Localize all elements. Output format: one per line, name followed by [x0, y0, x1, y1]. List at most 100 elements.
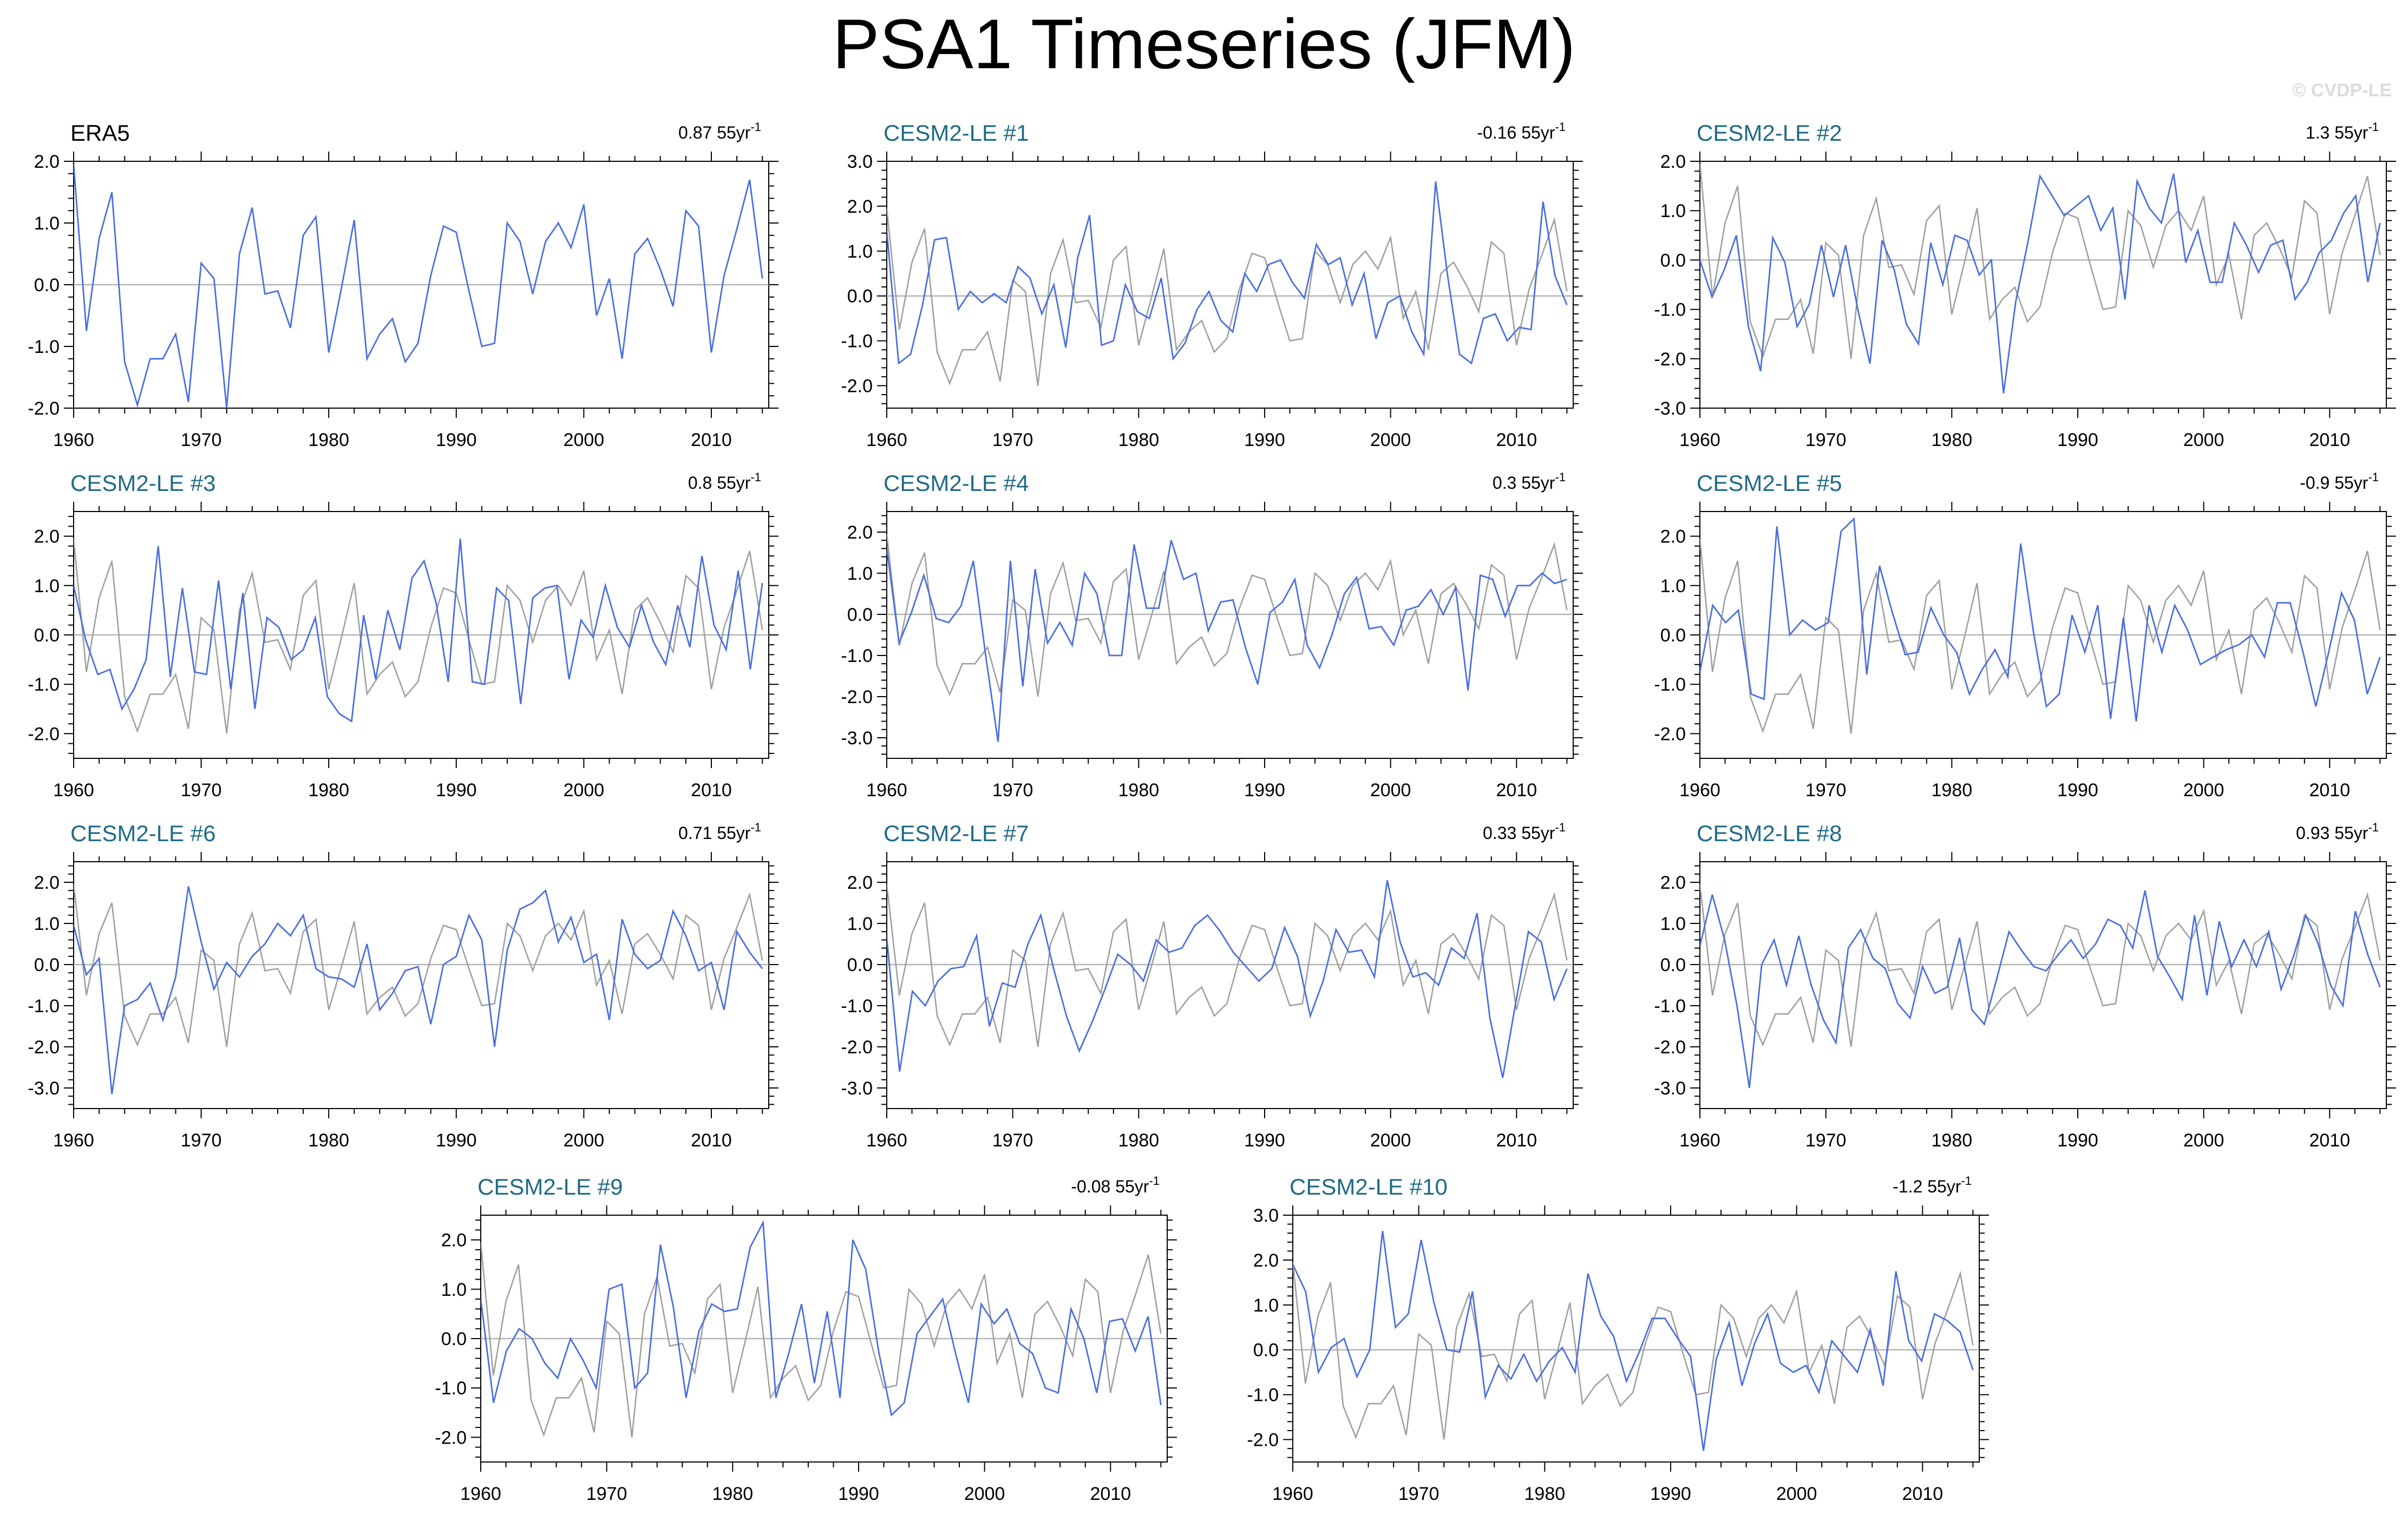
chart-title: CESM2-LE #10	[1290, 1174, 1448, 1199]
x-tick-label: 1970	[1805, 430, 1847, 450]
x-tick-label: 1970	[1805, 780, 1847, 801]
series-line	[74, 539, 763, 723]
x-tick-label: 2010	[691, 780, 732, 801]
chart-title: CESM2-LE #7	[884, 821, 1029, 846]
reference-series-line	[1700, 884, 2381, 1047]
x-tick-label: 2000	[1370, 1130, 1411, 1151]
reference-series-line	[1293, 1262, 1974, 1440]
chart-title: CESM2-LE #5	[1697, 470, 1842, 496]
trend-superscript: -1	[750, 120, 761, 134]
y-tick-label: -3.0	[28, 1078, 60, 1099]
y-tick-label: -1.0	[1654, 674, 1686, 695]
trend-superscript: -1	[2368, 470, 2379, 484]
x-tick-label: 1980	[308, 780, 349, 801]
x-tick-label: 1960	[1679, 430, 1720, 450]
y-tick-label: -1.0	[28, 674, 60, 695]
chart-panel-0: 2.0 1.0 0.0 -1.0 -2.0 1960 1970 1980 1990 2000 201…	[28, 120, 778, 450]
series-line	[887, 880, 1568, 1078]
y-tick-label: -2.0	[28, 724, 60, 744]
chart-title: CESM2-LE #1	[884, 120, 1029, 146]
trend-superscript: -1	[2368, 120, 2379, 134]
x-tick-label: 2000	[2183, 780, 2224, 801]
y-tick-label: 2.0	[1660, 873, 1686, 893]
chart-title: CESM2-LE #9	[477, 1174, 623, 1199]
y-tick-label: -2.0	[841, 376, 873, 397]
y-tick-label: 0.0	[847, 955, 873, 975]
x-tick-label: 2010	[1496, 1130, 1537, 1151]
y-tick-label: 2.0	[847, 873, 873, 893]
trend-superscript: -1	[1555, 120, 1566, 134]
x-tick-label: 1970	[1398, 1484, 1439, 1504]
x-tick-label: 1990	[2057, 1130, 2098, 1151]
chart-panel-8: 2.0 1.0 0.0 -1.0 -2.0 -3.0 1960 1970 1980 1990 200…	[1654, 821, 2396, 1151]
y-tick-label: 0.0	[847, 605, 873, 625]
chart-panel-4: 2.0 1.0 0.0 -1.0 -2.0 -3.0 1960 1970 1980 1990 200…	[841, 470, 1583, 801]
y-tick-label: 1.0	[34, 914, 60, 934]
y-tick-label: 0.0	[1660, 955, 1686, 975]
x-tick-label: 1960	[53, 1130, 94, 1151]
y-tick-label: -1.0	[1247, 1385, 1279, 1406]
series-line	[1700, 517, 2381, 722]
x-tick-label: 1990	[436, 780, 477, 801]
trend-label: -0.9 55yr-1	[2300, 470, 2379, 493]
x-tick-label: 1970	[181, 1130, 222, 1151]
y-tick-label: -1.0	[1654, 300, 1686, 320]
chart-title: ERA5	[70, 120, 130, 146]
x-tick-label: 1960	[53, 430, 94, 450]
y-tick-label: 1.0	[1660, 576, 1686, 596]
reference-series-line	[887, 884, 1568, 1047]
chart-title: CESM2-LE #3	[70, 470, 215, 496]
x-tick-label: 2000	[1776, 1484, 1817, 1504]
y-tick-label: -2.0	[28, 398, 60, 419]
plot-frame	[1292, 1215, 1980, 1463]
trend-superscript: -1	[1555, 470, 1566, 484]
y-tick-label: 1.0	[34, 576, 60, 596]
plot-frame	[886, 511, 1574, 759]
chart-panel-6: 2.0 1.0 0.0 -1.0 -2.0 -3.0 1960 1970 1980 1990 200…	[28, 821, 778, 1151]
x-tick-label: 1960	[866, 1130, 907, 1151]
x-tick-label: 1970	[992, 430, 1033, 450]
y-tick-label: 2.0	[34, 527, 60, 547]
y-tick-label: -3.0	[1654, 1078, 1686, 1099]
x-tick-label: 1990	[436, 430, 477, 450]
plot-frame	[886, 861, 1574, 1109]
x-tick-label: 2010	[691, 1130, 732, 1151]
x-tick-label: 1980	[1932, 1130, 1973, 1151]
x-tick-label: 1980	[308, 1130, 349, 1151]
reference-series-line	[887, 534, 1568, 697]
series-line	[887, 540, 1567, 742]
x-tick-label: 1980	[1118, 780, 1160, 801]
reference-series-line	[74, 884, 763, 1047]
y-tick-label: -2.0	[1654, 1037, 1686, 1058]
x-tick-label: 1990	[436, 1130, 477, 1151]
y-tick-label: 2.0	[34, 152, 60, 172]
y-tick-label: 1.0	[1660, 201, 1686, 221]
y-tick-label: 0.0	[1660, 625, 1686, 646]
x-tick-label: 1990	[1244, 780, 1285, 801]
series-line	[1293, 1230, 1974, 1451]
x-tick-label: 1990	[838, 1484, 879, 1504]
y-tick-label: -3.0	[841, 728, 873, 749]
x-tick-label: 2010	[2309, 780, 2350, 801]
y-tick-label: -2.0	[435, 1427, 467, 1448]
x-tick-label: 1990	[1244, 430, 1285, 450]
trend-label: -0.16 55yr-1	[1477, 120, 1566, 142]
x-tick-label: 1960	[1679, 1130, 1720, 1151]
x-tick-label: 1970	[992, 780, 1033, 801]
x-tick-label: 1960	[1679, 780, 1720, 801]
chart-panel-3: 2.0 1.0 0.0 -1.0 -2.0 1960 1970 1980 1990 2000 201…	[28, 470, 778, 801]
series-line	[481, 1220, 1162, 1417]
x-tick-label: 1960	[460, 1484, 501, 1504]
y-tick-label: 2.0	[1660, 152, 1686, 172]
x-tick-label: 1970	[586, 1484, 627, 1504]
y-tick-label: 0.0	[34, 275, 60, 296]
y-tick-label: -2.0	[28, 1037, 60, 1058]
x-tick-label: 1980	[1118, 1130, 1160, 1151]
y-tick-label: 1.0	[1253, 1295, 1279, 1316]
y-tick-label: 0.0	[34, 625, 60, 646]
y-tick-label: -1.0	[841, 996, 873, 1017]
y-tick-label: 0.0	[847, 286, 873, 307]
x-tick-label: 1990	[2057, 430, 2098, 450]
trend-label: 0.71 55yr-1	[678, 821, 761, 843]
y-tick-label: 0.0	[1660, 250, 1686, 271]
